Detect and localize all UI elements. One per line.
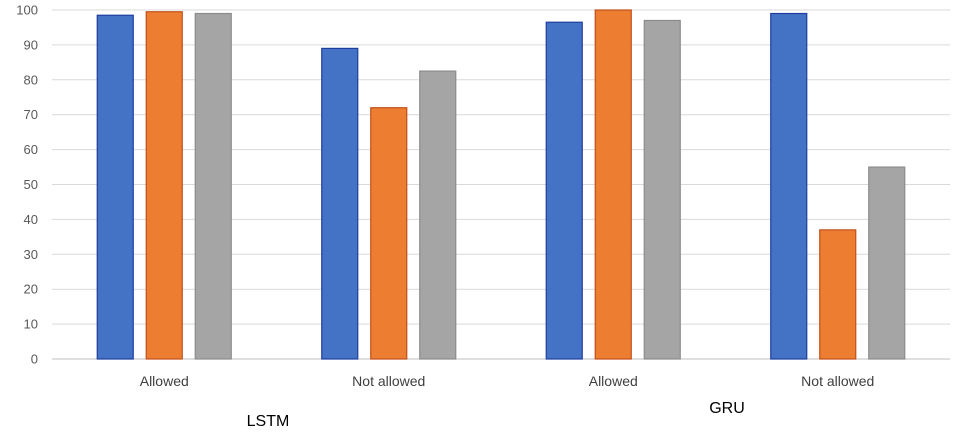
y-axis-tick-labels: 0 10 20 30 40 50 60 70 80 90 100 [16, 3, 38, 367]
gridlines [52, 9, 950, 360]
bars [96, 9, 906, 360]
y-tick-label: 40 [24, 212, 38, 227]
y-tick-label: 100 [16, 3, 38, 18]
y-tick-label: 30 [24, 247, 38, 262]
bar [594, 9, 632, 360]
y-tick-label: 50 [24, 177, 38, 192]
group-label: LSTM [247, 413, 290, 430]
category-label: Not allowed [801, 373, 874, 389]
x-axis-category-labels: Allowed Not allowed Allowed Not allowed [140, 373, 875, 389]
y-tick-label: 60 [24, 142, 38, 157]
bar [770, 12, 808, 360]
bar [321, 47, 359, 360]
category-label: Allowed [589, 373, 638, 389]
bar [96, 14, 134, 360]
bar [419, 70, 457, 360]
y-tick-label: 0 [31, 352, 38, 367]
y-tick-label: 10 [24, 317, 38, 332]
bar [819, 229, 857, 360]
y-tick-label: 80 [24, 72, 38, 87]
y-tick-label: 90 [24, 37, 38, 52]
bar [194, 12, 232, 360]
y-tick-label: 70 [24, 107, 38, 122]
y-tick-label: 20 [24, 282, 38, 297]
bar [868, 166, 906, 360]
category-label: Not allowed [352, 373, 425, 389]
bar [145, 11, 183, 360]
bar [643, 19, 681, 360]
group-label: GRU [709, 400, 745, 417]
x-axis-group-labels: LSTM GRU [247, 400, 745, 430]
bar [545, 21, 583, 360]
bar [370, 107, 408, 360]
category-label: Allowed [140, 373, 189, 389]
